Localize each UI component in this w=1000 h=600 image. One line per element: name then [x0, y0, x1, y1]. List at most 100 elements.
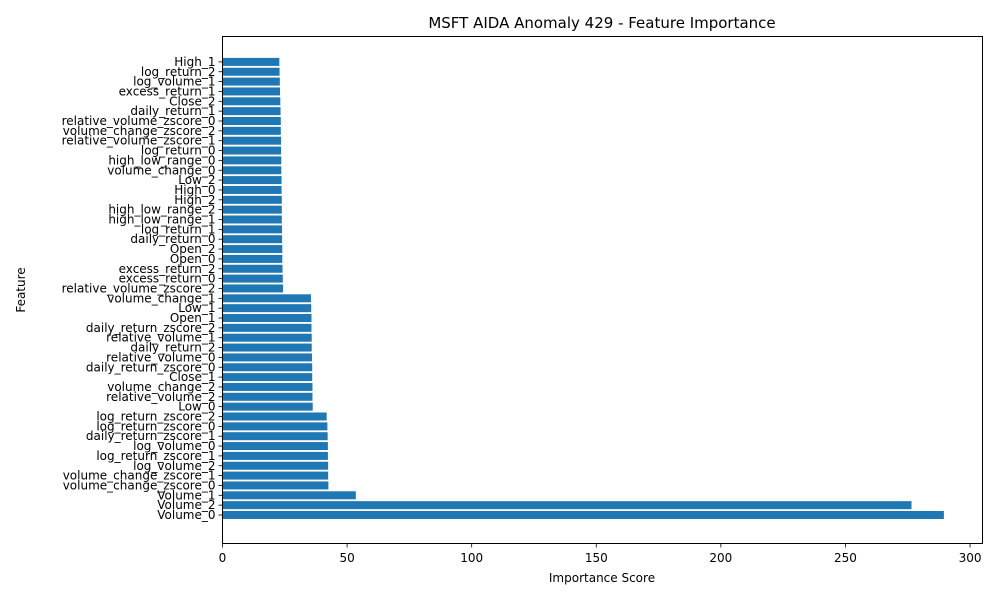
y-tick-label: Low_1	[178, 301, 215, 315]
bar-High_2	[222, 195, 282, 204]
y-tick-label: daily_return_zscore_1	[86, 429, 216, 443]
bar-log_return_2	[222, 67, 280, 76]
y-tick-label: daily_return_zscore_0	[86, 360, 216, 374]
bar-high_low_range_1	[222, 215, 282, 224]
bar-Open_0	[222, 254, 283, 263]
y-tick-label: excess_return_1	[119, 84, 216, 98]
x-axis-ticks: 0 50 100 150 200 250 300	[219, 543, 982, 565]
y-tick-label: High_2	[174, 193, 215, 207]
y-tick-label: daily_return_zscore_2	[86, 321, 216, 335]
y-tick-label: volume_change_zscore_1	[63, 469, 216, 483]
x-tick-label: 300	[959, 551, 982, 565]
bar-Volume_2	[222, 501, 912, 510]
bar-excess_return_0	[222, 274, 283, 283]
y-tick-label: daily_return_1	[130, 104, 215, 118]
y-tick-label: excess_return_0	[119, 272, 216, 286]
x-tick-label: 100	[460, 551, 483, 565]
y-tick-label: High_0	[174, 183, 215, 197]
bar-daily_return_2	[222, 343, 312, 352]
y-tick-label: log_volume_2	[133, 459, 215, 473]
y-tick-label: Low_0	[178, 400, 215, 414]
y-tick-label: log_volume_0	[133, 439, 215, 453]
x-tick-label: 150	[585, 551, 608, 565]
y-tick-label: volume_change_zscore_0	[63, 478, 216, 492]
y-tick-label: log_return_1	[141, 222, 216, 236]
y-tick-label: high_low_range_0	[108, 153, 215, 167]
bar-volume_change_1	[222, 294, 311, 303]
bar-log_return_zscore_0	[222, 422, 328, 431]
bar-Low_2	[222, 176, 282, 185]
x-tick-label: 0	[219, 551, 227, 565]
bar-log_return_0	[222, 146, 282, 155]
bar-Volume_1	[222, 491, 356, 500]
bar-log_volume_2	[222, 461, 329, 470]
bar-log_volume_1	[222, 77, 280, 86]
bar-daily_return_0	[222, 235, 283, 244]
bar-relative_volume_2	[222, 392, 313, 401]
y-tick-label: high_low_range_2	[108, 203, 215, 217]
y-tick-label: relative_volume_1	[106, 331, 215, 345]
y-tick-label: relative_volume_2	[106, 390, 215, 404]
bar-volume_change_zscore_0	[222, 481, 329, 490]
bar-relative_volume_0	[222, 353, 312, 362]
bar-log_volume_0	[222, 442, 328, 451]
y-tick-label: log_return_zscore_1	[96, 449, 215, 463]
y-tick-label: log_volume_1	[133, 75, 215, 89]
bar-daily_return_zscore_0	[222, 363, 313, 372]
bar-Low_0	[222, 402, 313, 411]
bar-High_1	[222, 57, 280, 66]
bar-log_return_zscore_2	[222, 412, 327, 421]
bars-group	[222, 57, 944, 519]
bar-volume_change_2	[222, 382, 313, 391]
y-tick-label: log_return_zscore_2	[96, 410, 215, 424]
y-tick-label: High_1	[174, 55, 215, 69]
bar-Open_2	[222, 245, 283, 254]
y-tick-label: volume_change_2	[107, 380, 215, 394]
bar-volume_change_0	[222, 166, 282, 175]
y-tick-label: relative_volume_zscore_0	[62, 114, 216, 128]
y-tick-label: excess_return_2	[119, 262, 216, 276]
bar-daily_return_zscore_2	[222, 323, 312, 332]
bar-relative_volume_zscore_0	[222, 117, 281, 125]
y-tick-label: volume_change_1	[107, 291, 215, 305]
y-tick-label: relative_volume_zscore_1	[62, 134, 216, 148]
y-tick-label: Volume_2	[157, 498, 215, 512]
y-tick-label: Low_2	[178, 173, 215, 187]
bar-Volume_0	[222, 511, 944, 519]
bar-relative_volume_zscore_2	[222, 284, 284, 293]
bar-daily_return_zscore_1	[222, 432, 328, 441]
bar-Open_1	[222, 314, 312, 322]
chart-title: MSFT AIDA Anomaly 429 - Feature Importan…	[428, 14, 775, 32]
bar-log_return_zscore_1	[222, 451, 328, 460]
y-tick-label: relative_volume_0	[106, 350, 215, 364]
y-tick-label: Open_2	[170, 242, 216, 256]
bar-Close_2	[222, 97, 281, 106]
x-tick-label: 250	[834, 551, 857, 565]
y-tick-label: relative_volume_zscore_2	[62, 281, 216, 295]
y-tick-label: volume_change_0	[107, 163, 215, 177]
bar-volume_change_zscore_1	[222, 471, 329, 480]
bar-high_low_range_2	[222, 205, 282, 214]
y-tick-label: volume_change_zscore_2	[63, 124, 216, 138]
y-tick-label: daily_return_2	[130, 341, 215, 355]
bar-relative_volume_zscore_1	[222, 136, 282, 145]
y-tick-label: Volume_0	[157, 508, 215, 522]
bar-volume_change_zscore_2	[222, 126, 281, 135]
x-tick-label: 200	[709, 551, 732, 565]
y-tick-label: log_return_zscore_0	[96, 419, 215, 433]
plot-frame	[222, 36, 983, 544]
y-tick-label: Volume_1	[157, 488, 215, 502]
x-axis-title: Importance Score	[549, 571, 655, 585]
bar-daily_return_1	[222, 107, 281, 116]
y-tick-label: Open_0	[170, 252, 216, 266]
y-tick-label: Close_1	[169, 370, 215, 384]
y-axis-title: Feature	[14, 267, 28, 312]
bar-log_return_1	[222, 225, 283, 234]
y-tick-label: log_return_2	[141, 65, 216, 79]
y-tick-label: high_low_range_1	[108, 213, 215, 227]
y-tick-label: Open_1	[170, 311, 216, 325]
bar-High_0	[222, 185, 282, 194]
y-tick-label: Close_2	[169, 94, 215, 108]
y-tick-label: log_return_0	[141, 144, 216, 158]
